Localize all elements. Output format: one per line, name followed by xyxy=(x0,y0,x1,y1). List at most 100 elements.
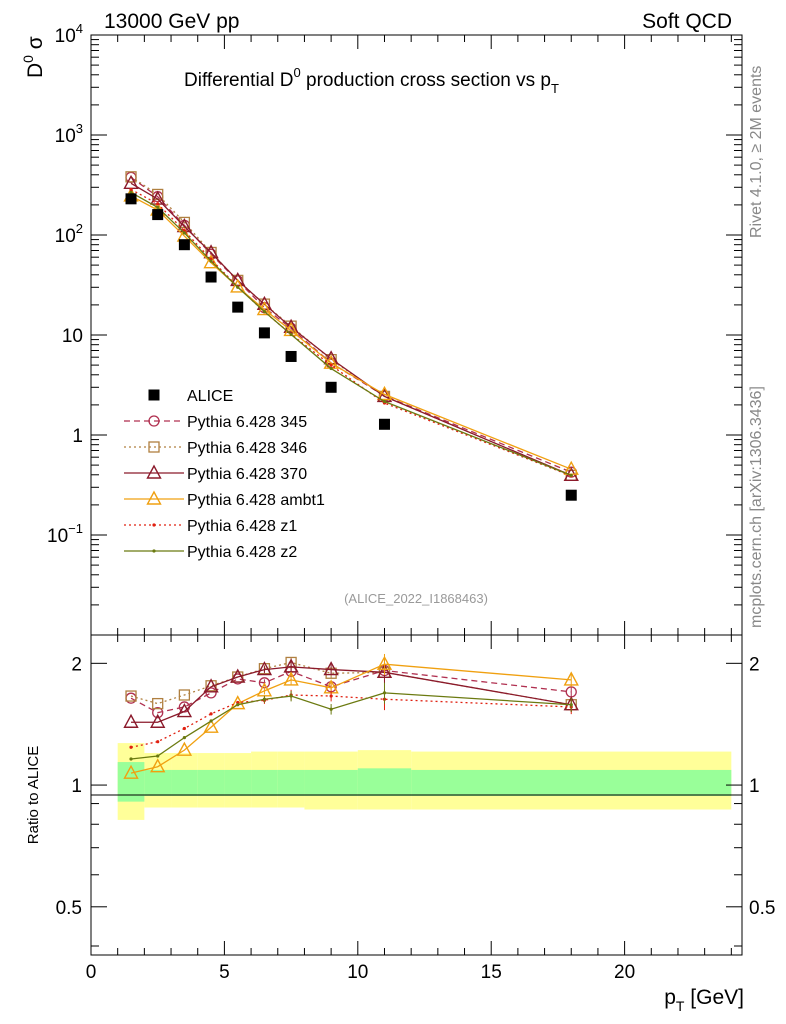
ratio-tick-label-right: 1 xyxy=(749,776,760,797)
ratio-point xyxy=(289,694,293,698)
series-3-ratio xyxy=(123,658,579,728)
ratio-inner-band xyxy=(171,769,198,796)
ratio-point xyxy=(230,695,246,710)
ratio-inner-band xyxy=(277,769,305,796)
alice-data-point xyxy=(152,209,164,221)
ratio-inner-band xyxy=(117,762,145,802)
series-line xyxy=(130,188,572,477)
y-tick-label: 10−1 xyxy=(47,521,83,547)
main-plot-series xyxy=(123,171,579,501)
ratio-point xyxy=(129,757,133,761)
series-ratio-line xyxy=(130,692,572,760)
ratio-point xyxy=(152,697,164,710)
alice-data-point xyxy=(178,239,190,251)
series-4-main xyxy=(123,187,579,475)
series-point xyxy=(382,399,387,404)
ratio-point xyxy=(176,703,193,718)
series-point xyxy=(129,190,133,194)
mcplots-reference-label: mcplots.cern.ch [arXiv:1306.3436] xyxy=(748,386,765,628)
ratio-point xyxy=(176,741,193,756)
series-point xyxy=(209,259,213,263)
ratio-point xyxy=(129,745,133,749)
series-point xyxy=(236,285,240,289)
x-tick-label: 5 xyxy=(219,962,230,983)
alice-data-point xyxy=(378,418,390,430)
alice-data-point xyxy=(232,301,244,313)
legend-label: Pythia 6.428 z2 xyxy=(187,544,297,561)
legend-marker xyxy=(152,549,156,553)
ratio-point xyxy=(156,740,160,744)
legend-label: ALICE xyxy=(187,388,233,405)
x-tick-label: 10 xyxy=(347,962,368,983)
legend-label: Pythia 6.428 346 xyxy=(187,440,307,457)
series-line xyxy=(130,191,572,476)
ratio-inner-band xyxy=(224,769,252,796)
ratio-point xyxy=(236,700,240,705)
y-axis-title: D0 σ xyxy=(20,36,47,78)
ratio-point xyxy=(203,678,219,693)
series-ratio-line xyxy=(131,666,572,723)
ratio-point xyxy=(230,668,246,683)
legend-marker xyxy=(146,464,162,479)
ratio-plot-frame xyxy=(90,634,743,956)
ratio-inner-band xyxy=(357,768,412,796)
y-tick-label: 10 xyxy=(62,326,83,347)
ratio-inner-band xyxy=(144,769,172,796)
alice-data-point xyxy=(125,193,137,205)
series-point xyxy=(156,202,160,206)
legend-marker xyxy=(148,389,160,401)
ratio-inner-band xyxy=(411,769,732,796)
series-ratio-line xyxy=(130,663,572,774)
ratio-uncertainty-bands xyxy=(117,743,732,820)
legend: ALICE Pythia 6.428 345 Pythia 6.428 346 Pyt… xyxy=(124,388,325,561)
y-tick-label: 103 xyxy=(55,121,83,147)
ratio-point xyxy=(283,671,299,686)
ratio-point xyxy=(203,718,219,733)
analysis-reference-label: (ALICE_2022_I1868463) xyxy=(344,591,488,606)
ratio-point xyxy=(156,754,160,758)
ratio-point xyxy=(209,712,213,716)
series-point xyxy=(289,332,293,337)
plot-title: Differential D0 production cross section… xyxy=(184,65,559,96)
legend-marker xyxy=(148,415,160,427)
ratio-point xyxy=(563,671,579,686)
y-tick-label: 102 xyxy=(55,221,83,247)
series-6-main xyxy=(129,190,573,477)
series-line xyxy=(130,195,572,470)
ratio-point xyxy=(182,726,186,731)
ratio-point xyxy=(178,689,191,701)
ratio-tick-label: 0.5 xyxy=(56,898,82,919)
ratio-point xyxy=(125,690,137,702)
series-point xyxy=(262,310,267,314)
ratio-point xyxy=(205,687,217,699)
ratio-plot-series xyxy=(123,653,579,779)
series-point xyxy=(156,205,160,209)
ratio-point xyxy=(323,661,339,676)
ratio-point xyxy=(329,694,333,698)
legend-marker xyxy=(152,523,156,527)
ratio-point xyxy=(376,655,393,670)
ratio-point xyxy=(329,707,333,711)
series-point xyxy=(230,278,246,293)
alice-data-point xyxy=(325,381,337,393)
series-point xyxy=(178,216,191,229)
series-1-main xyxy=(125,171,577,478)
alice-data-point xyxy=(285,350,297,362)
ratio-point xyxy=(382,691,387,695)
series-point xyxy=(569,473,573,477)
legend-label: Pythia 6.428 370 xyxy=(187,466,307,483)
series-point xyxy=(129,187,133,192)
alice-data-point xyxy=(205,271,217,283)
ratio-point xyxy=(123,713,139,728)
series-point xyxy=(376,385,393,401)
y-tick-label: 1 xyxy=(72,426,83,447)
ratio-point xyxy=(209,719,213,723)
rivet-version-label: Rivet 4.1.0, ≥ 2M events xyxy=(748,66,765,238)
series-point xyxy=(329,363,333,367)
alice-data-point xyxy=(565,489,577,501)
ratio-point xyxy=(123,764,139,779)
x-tick-label: 15 xyxy=(481,962,502,983)
series-6-ratio xyxy=(129,682,573,761)
